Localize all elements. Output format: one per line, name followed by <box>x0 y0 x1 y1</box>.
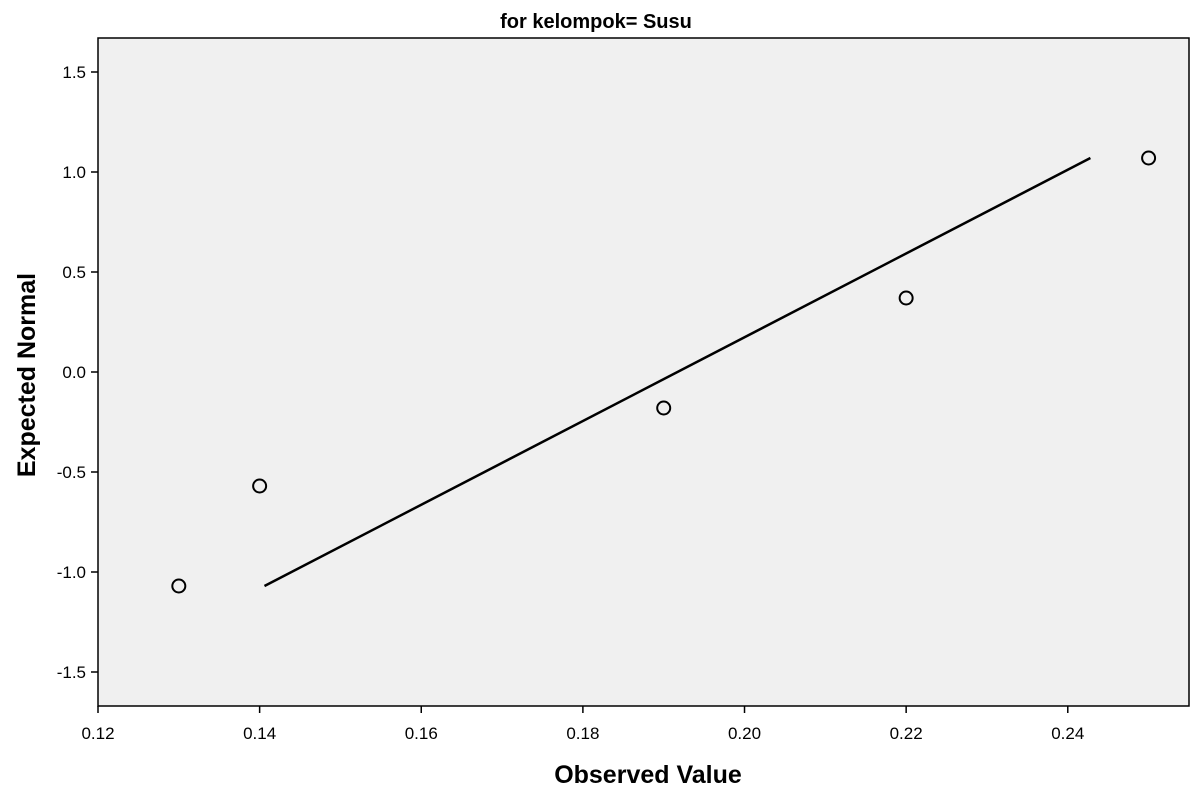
y-tick-label: -0.5 <box>57 463 86 482</box>
chart-title: for kelompok= Susu <box>500 11 692 33</box>
y-tick-label: -1.5 <box>57 663 86 682</box>
y-tick-label: 0.0 <box>62 363 86 382</box>
x-tick-label: 0.18 <box>566 724 599 743</box>
reference-line <box>263 156 1091 588</box>
data-point <box>898 290 914 306</box>
x-tick-label: 0.14 <box>243 724 276 743</box>
y-tick-label: 1.5 <box>62 63 86 82</box>
x-tick-label: 0.20 <box>728 724 761 743</box>
data-points <box>171 150 1157 594</box>
x-tick-label: 0.22 <box>890 724 923 743</box>
data-point <box>171 578 187 594</box>
data-point <box>656 400 672 416</box>
x-tick-label: 0.16 <box>405 724 438 743</box>
x-tick-label: 0.12 <box>81 724 114 743</box>
y-tick-label: -1.0 <box>57 563 86 582</box>
data-point <box>1141 150 1157 166</box>
y-tick-label: 0.5 <box>62 263 86 282</box>
x-axis: 0.12 0.14 0.16 0.18 0.20 0.22 0.24 <box>81 706 1084 743</box>
y-axis: 1.5 1.0 0.5 0.0 -0.5 -1.0 -1.5 <box>57 63 98 682</box>
data-point <box>252 478 268 494</box>
y-tick-label: 1.0 <box>62 163 86 182</box>
x-axis-title: Observed Value <box>554 761 742 789</box>
plot-area <box>97 37 1190 707</box>
y-axis-title: Expected Normal <box>13 273 41 477</box>
x-tick-label: 0.24 <box>1051 724 1084 743</box>
